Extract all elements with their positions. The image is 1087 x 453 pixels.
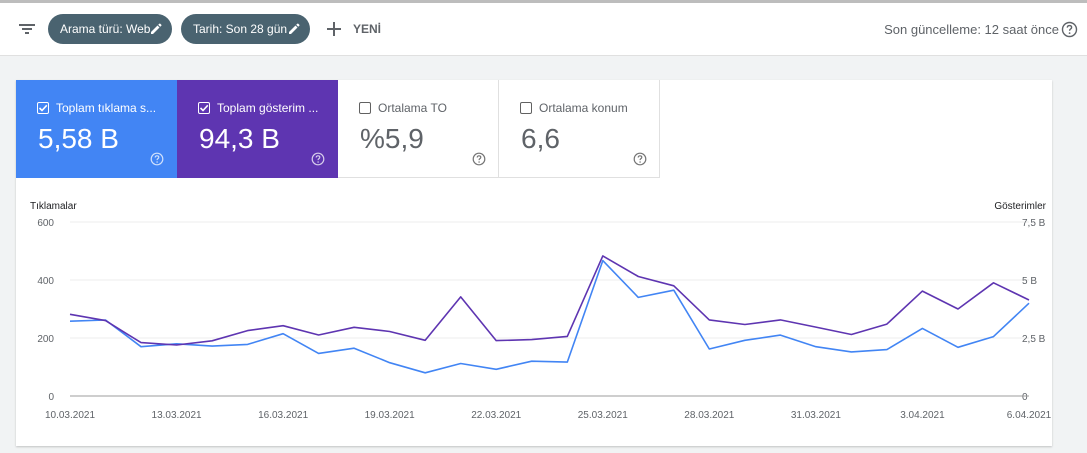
metric-label: Toplam tıklama s... bbox=[56, 101, 157, 115]
metric-value: 6,6 bbox=[521, 123, 560, 154]
checkbox-unchecked-icon[interactable] bbox=[359, 102, 371, 114]
checkbox-checked-icon[interactable] bbox=[37, 102, 49, 114]
metric-average-ctr[interactable]: Ortalama TO %5,9 bbox=[338, 80, 499, 178]
x-tick-label: 28.03.2021 bbox=[684, 410, 734, 421]
right-tick-label: 0 bbox=[1022, 392, 1028, 403]
help-icon[interactable] bbox=[472, 152, 486, 166]
last-update-text: Son güncelleme: 12 saat önce bbox=[884, 22, 1059, 37]
metric-total-impressions[interactable]: Toplam gösterim ... 94,3 B bbox=[177, 80, 338, 178]
x-tick-label: 22.03.2021 bbox=[471, 410, 521, 421]
metric-total-clicks[interactable]: Toplam tıklama s... 5,58 B bbox=[16, 80, 177, 178]
metric-label: Toplam gösterim ... bbox=[217, 101, 319, 115]
left-axis-title: Tıklamalar bbox=[30, 201, 77, 212]
x-tick-label: 6.04.2021 bbox=[1007, 410, 1052, 421]
search-type-chip[interactable]: Arama türü: Web bbox=[48, 14, 172, 44]
x-tick-label: 31.03.2021 bbox=[791, 410, 841, 421]
filter-toolbar: Arama türü: Web Tarih: Son 28 gün YENİ S… bbox=[0, 3, 1087, 56]
x-tick-label: 16.03.2021 bbox=[258, 410, 308, 421]
plus-icon bbox=[327, 22, 341, 36]
right-tick-label: 7,5 B bbox=[1022, 218, 1046, 229]
x-tick-label: 3.04.2021 bbox=[900, 410, 945, 421]
edit-icon[interactable] bbox=[287, 22, 301, 36]
x-tick-label: 19.03.2021 bbox=[365, 410, 415, 421]
right-tick-label: 2,5 B bbox=[1022, 334, 1046, 345]
metric-label: Ortalama konum bbox=[539, 101, 628, 115]
clicks-line bbox=[69, 259, 1030, 374]
right-axis-title: Gösterimler bbox=[994, 201, 1046, 212]
help-icon[interactable] bbox=[311, 152, 325, 166]
impressions-line bbox=[69, 255, 1030, 346]
help-icon[interactable] bbox=[150, 152, 164, 166]
help-icon[interactable] bbox=[633, 152, 647, 166]
left-tick-label: 200 bbox=[37, 334, 54, 345]
metric-value: 94,3 B bbox=[199, 123, 280, 154]
date-chip[interactable]: Tarih: Son 28 gün bbox=[181, 14, 310, 44]
search-type-chip-label: Arama türü: Web bbox=[60, 22, 151, 36]
edit-icon[interactable] bbox=[149, 22, 163, 36]
metric-average-position[interactable]: Ortalama konum 6,6 bbox=[499, 80, 660, 178]
metric-label: Ortalama TO bbox=[378, 101, 447, 115]
performance-chart: Tıklamalar Gösterimler 0 200 400 600 0 2,5 B 5… bbox=[16, 178, 1052, 446]
metric-value: 5,58 B bbox=[38, 123, 119, 154]
left-tick-label: 600 bbox=[37, 218, 54, 229]
x-tick-label: 25.03.2021 bbox=[578, 410, 628, 421]
date-chip-label: Tarih: Son 28 gün bbox=[193, 22, 288, 36]
x-tick-label: 13.03.2021 bbox=[152, 410, 202, 421]
help-icon[interactable] bbox=[1061, 21, 1078, 38]
metric-value: %5,9 bbox=[360, 123, 424, 154]
checkbox-checked-icon[interactable] bbox=[198, 102, 210, 114]
performance-card: Toplam tıklama s... 5,58 B Toplam göster… bbox=[16, 80, 1052, 446]
filter-icon[interactable] bbox=[17, 21, 37, 37]
left-tick-label: 0 bbox=[48, 392, 54, 403]
top-border bbox=[0, 0, 1087, 3]
x-tick-label: 10.03.2021 bbox=[45, 410, 95, 421]
checkbox-unchecked-icon[interactable] bbox=[520, 102, 532, 114]
right-tick-label: 5 B bbox=[1022, 276, 1037, 287]
add-filter-label: YENİ bbox=[353, 22, 382, 36]
chart-svg: Tıklamalar Gösterimler 0 200 400 600 0 2,5 B 5… bbox=[30, 201, 1052, 421]
left-tick-label: 400 bbox=[37, 276, 54, 287]
